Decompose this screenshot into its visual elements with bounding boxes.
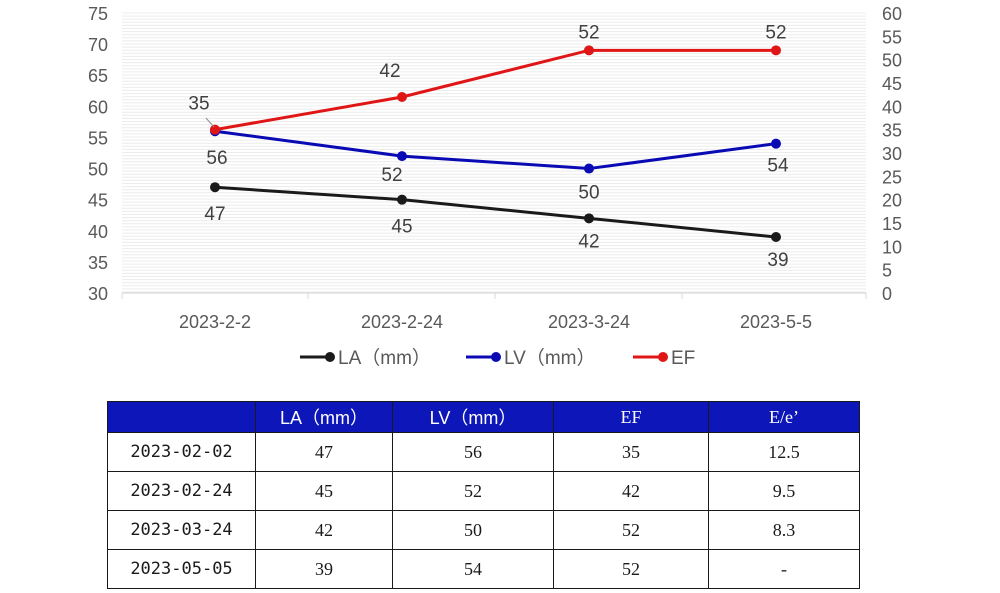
data-label: 52: [381, 165, 402, 186]
header-date: [107, 401, 256, 433]
right-tick-label: 5: [882, 261, 892, 281]
data-point: [397, 194, 407, 205]
cell-la: 39: [255, 549, 393, 589]
data-labels: 47 45 42 39 56 52 50 54 35 42 52 52: [188, 22, 789, 271]
series-line: [214, 185, 777, 239]
header-e-e: E/e’: [708, 401, 860, 433]
cell-e-e: 12.5: [708, 432, 860, 472]
right-tick-label: 0: [882, 284, 892, 304]
legend-marker: [658, 352, 668, 362]
cell-e-e: 9.5: [708, 471, 860, 511]
x-tick-label: 2023-5-5: [740, 312, 812, 332]
label-leader-line: [205, 117, 215, 128]
left-tick-label: 35: [88, 253, 108, 273]
line-chart: 30 35 40 45 50 55 60 65 70 75 0 5 10 15 20 25 30 35 40 45 5…: [88, 4, 902, 369]
data-label: 52: [765, 22, 786, 43]
data-label: 47: [204, 204, 225, 225]
left-tick-label: 60: [88, 97, 108, 117]
left-tick-label: 45: [88, 191, 108, 211]
data-point: [210, 124, 220, 135]
left-tick-label: 65: [88, 66, 108, 86]
right-tick-label: 45: [882, 74, 902, 94]
legend-label: LV（mm）: [504, 347, 595, 369]
data-point: [584, 163, 594, 174]
data-label: 54: [767, 156, 789, 177]
left-tick-label: 75: [88, 4, 108, 24]
cell-la: 47: [255, 432, 393, 472]
cell-e-e: 8.3: [708, 510, 860, 550]
right-tick-label: 15: [882, 214, 902, 234]
right-tick-label: 50: [882, 51, 902, 71]
left-tick-label: 30: [88, 284, 108, 304]
legend-marker: [325, 352, 335, 362]
x-tick-label: 2023-2-24: [361, 312, 443, 332]
data-point: [584, 213, 594, 224]
gridlines: [122, 12, 866, 294]
right-tick-label: 35: [882, 121, 902, 141]
cell-date: 2023-05-05: [107, 549, 256, 589]
data-point: [771, 232, 781, 242]
cell-la: 42: [255, 510, 393, 550]
legend-label: EF: [671, 348, 695, 369]
right-tick-label: 30: [882, 144, 902, 164]
cell-date: 2023-02-24: [107, 471, 256, 511]
right-tick-label: 40: [882, 97, 902, 117]
table-row: 2023-05-05 39 54 52 -: [107, 549, 860, 589]
cell-ef: 35: [553, 432, 709, 472]
data-point: [771, 138, 781, 149]
series-lines: [210, 45, 781, 242]
cell-lv: 52: [392, 471, 554, 511]
series-line: [214, 48, 776, 132]
left-tick-label: 40: [88, 222, 108, 242]
left-tick-label: 50: [88, 160, 108, 180]
left-axis-ticks: 30 35 40 45 50 55 60 65 70 75: [88, 4, 108, 304]
cell-lv: 50: [392, 510, 554, 550]
data-label: 39: [767, 250, 788, 271]
cell-la: 45: [255, 471, 393, 511]
cell-date: 2023-03-24: [107, 510, 256, 550]
x-axis: 2023-2-2 2023-2-24 2023-3-24 2023-5-5: [121, 293, 867, 332]
data-label: 45: [391, 217, 412, 238]
cell-ef: 52: [553, 549, 709, 589]
legend-marker: [491, 352, 501, 362]
data-label: 35: [188, 94, 209, 115]
right-tick-label: 60: [882, 4, 902, 24]
data-label: 42: [578, 231, 599, 252]
data-point: [397, 92, 407, 102]
right-tick-label: 25: [882, 167, 902, 187]
table-row: 2023-02-02 47 56 35 12.5: [107, 432, 860, 472]
data-label: 50: [578, 183, 599, 204]
cell-ef: 42: [553, 471, 709, 511]
header-la: LA（mm）: [255, 401, 393, 433]
data-point: [210, 182, 220, 193]
data-label: 56: [206, 148, 227, 169]
right-tick-label: 55: [882, 27, 902, 47]
right-tick-label: 20: [882, 191, 902, 211]
x-tick-label: 2023-3-24: [548, 312, 630, 332]
legend-label: LA（mm）: [338, 347, 431, 369]
cell-lv: 56: [392, 432, 554, 472]
left-tick-label: 70: [88, 35, 108, 55]
series-line: [214, 129, 777, 171]
table-header-row: LA（mm） LV（mm） EF E/e’: [107, 401, 860, 433]
left-tick-label: 55: [88, 128, 108, 148]
header-ef: EF: [553, 401, 709, 433]
cell-date: 2023-02-02: [107, 432, 256, 472]
right-axis-ticks: 0 5 10 15 20 25 30 35 40 45 50 55 60: [882, 4, 902, 304]
x-tick-label: 2023-2-2: [179, 312, 251, 332]
header-lv: LV（mm）: [392, 401, 554, 433]
data-table: LA（mm） LV（mm） EF E/e’ 2023-02-02 47 56 3…: [107, 401, 860, 589]
cell-e-e: -: [708, 549, 860, 589]
data-point: [584, 45, 594, 56]
data-label: 52: [578, 22, 599, 43]
cell-ef: 52: [553, 510, 709, 550]
table-row: 2023-03-24 42 50 52 8.3: [107, 510, 860, 550]
legend: LA（mm） LV（mm） EF: [300, 347, 695, 369]
right-tick-label: 10: [882, 237, 902, 257]
data-point: [771, 45, 781, 56]
cell-lv: 54: [392, 549, 554, 589]
data-point: [397, 151, 407, 162]
table-row: 2023-02-24 45 52 42 9.5: [107, 471, 860, 511]
data-label: 42: [379, 61, 400, 82]
